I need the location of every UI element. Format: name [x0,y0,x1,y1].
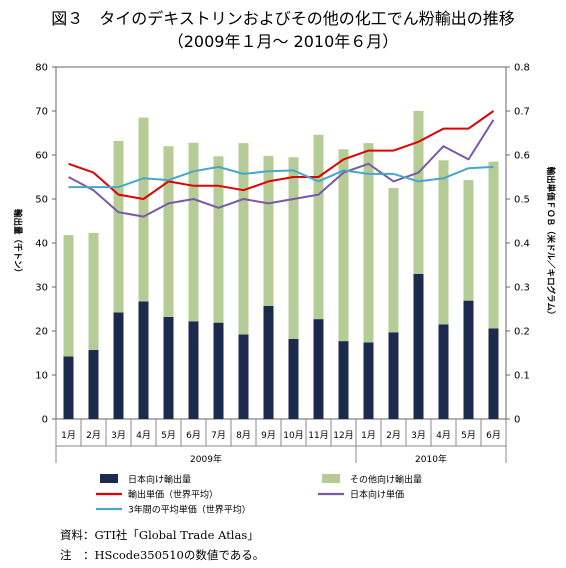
x-tick-label: 11月 [308,430,328,441]
bar-other [488,161,499,329]
x-tick-label: 9月 [261,430,276,441]
legend-3yr-avg-price: 3年間の平均単価（世界平均） [128,504,251,516]
x-tick-label: 2月 [386,430,401,441]
x-tick-label: 4月 [436,430,451,441]
bar-japan [238,334,249,419]
bar-other [363,143,374,343]
bar-other [388,188,399,333]
bar-japan [88,349,99,419]
legend-world-avg-price: 輸出単価（世界平均） [128,489,218,501]
bar-other [63,235,74,357]
bar-other [163,146,174,317]
y-left-tick-label: 50 [35,195,48,206]
bar-japan [213,322,224,419]
x-tick-label: 3月 [111,430,126,441]
bar-japan [338,341,349,419]
x-tick-label: 5月 [461,430,476,441]
bar-japan [388,332,399,419]
y-right-tick-label: 0.8 [514,63,530,74]
bar-japan [63,356,74,419]
x-tick-label: 4月 [136,430,151,441]
legend-japan-volume-swatch [100,474,118,483]
x-tick-label: 7月 [211,430,226,441]
bar-other [313,134,324,320]
y-right-tick-label: 0 [514,415,520,426]
y-left-tick-label: 0 [42,415,48,426]
bar-other [288,157,299,339]
y-right-tick-label: 0.2 [514,327,530,338]
y-left-tick-label: 70 [35,107,48,118]
y-left-tick-label: 30 [35,283,48,294]
y-left-axis-label: 輸出量（千トン） [12,209,23,277]
x-tick-label: 5月 [161,430,176,441]
y-right-tick-label: 0.3 [514,283,530,294]
bar-japan [138,301,149,419]
x-tick-label: 6月 [486,430,501,441]
x-tick-label: 6月 [186,430,201,441]
chart: 0 10 20 30 40 50 60 70 80 0 0.1 0.2 0.3 0.4 0.5 0.6 0.7 0… [12,63,556,516]
y-left-tick-label: 80 [35,63,48,74]
bar-other [188,142,199,322]
legend-other-volume-swatch [322,474,340,483]
bar-other [213,156,224,323]
x-tick-label: 1月 [61,430,76,441]
x-tick-label: 8月 [236,430,251,441]
y-left-tick-label: 60 [35,151,48,162]
legend-japan-price: 日本向け単価 [350,489,404,501]
bar-japan [488,328,499,419]
bar-japan [463,300,474,419]
chart-title: 図３ タイのデキストリンおよびその他の化工でん粉輸出の推移 [51,9,515,28]
line-3yr-avg-price [68,165,494,189]
bar-japan [288,338,299,419]
bar-japan [363,342,374,419]
y-right-tick-label: 0.1 [514,371,530,382]
note-footnote: 注 ：HScode350510の数値である。 [60,548,265,562]
bar-other [263,155,274,306]
bar-other [338,149,349,342]
bar-other [413,111,424,274]
y-left-tick-label: 40 [35,239,48,250]
bar-japan [263,305,274,419]
y-left-tick-label: 20 [35,327,48,338]
x-tick-label: 3月 [411,430,426,441]
bar-other [138,117,149,302]
x-tick-label: 10月 [283,430,303,441]
y-right-tick-label: 0.4 [514,239,530,250]
bar-japan [188,321,199,419]
line-japan-price [68,119,495,218]
bar-other [113,140,124,313]
legend-japan-volume: 日本向け輸出量 [128,474,191,486]
year-group-label: 2010年 [415,453,447,465]
bar-japan [413,273,424,419]
y-right-tick-label: 0.5 [514,195,530,206]
bar-japan [113,312,124,419]
line-world-avg-price [68,110,495,200]
x-tick-label: 1月 [361,430,376,441]
plot-area: 0 10 20 30 40 50 60 70 80 0 0.1 0.2 0.3 0.4 0.5 0.6 0.7 0… [12,63,556,516]
bar-other [88,232,99,350]
y-right-tick-label: 0.6 [514,151,530,162]
x-tick-label: 12月 [333,430,353,441]
bar-japan [438,324,449,419]
source-footnote: 資料：GTI社「Global Trade Atlas」 [60,528,259,542]
chart-subtitle: （2009年１月～ 2010年６月） [167,32,399,51]
y-left-tick-label: 10 [35,371,48,382]
bar-japan [163,316,174,419]
bar-other [238,143,249,335]
x-tick-label: 2月 [86,430,101,441]
bar-japan [313,319,324,419]
y-right-tick-label: 0.7 [514,107,530,118]
bar-other [463,180,474,301]
y-right-axis-label: 輸出単価ＦＯＢ（米ドル／キログラム） [545,167,556,320]
bar-other [438,160,449,325]
year-group-label: 2009年 [190,453,222,465]
legend-other-volume: その他向け輸出量 [350,474,422,486]
